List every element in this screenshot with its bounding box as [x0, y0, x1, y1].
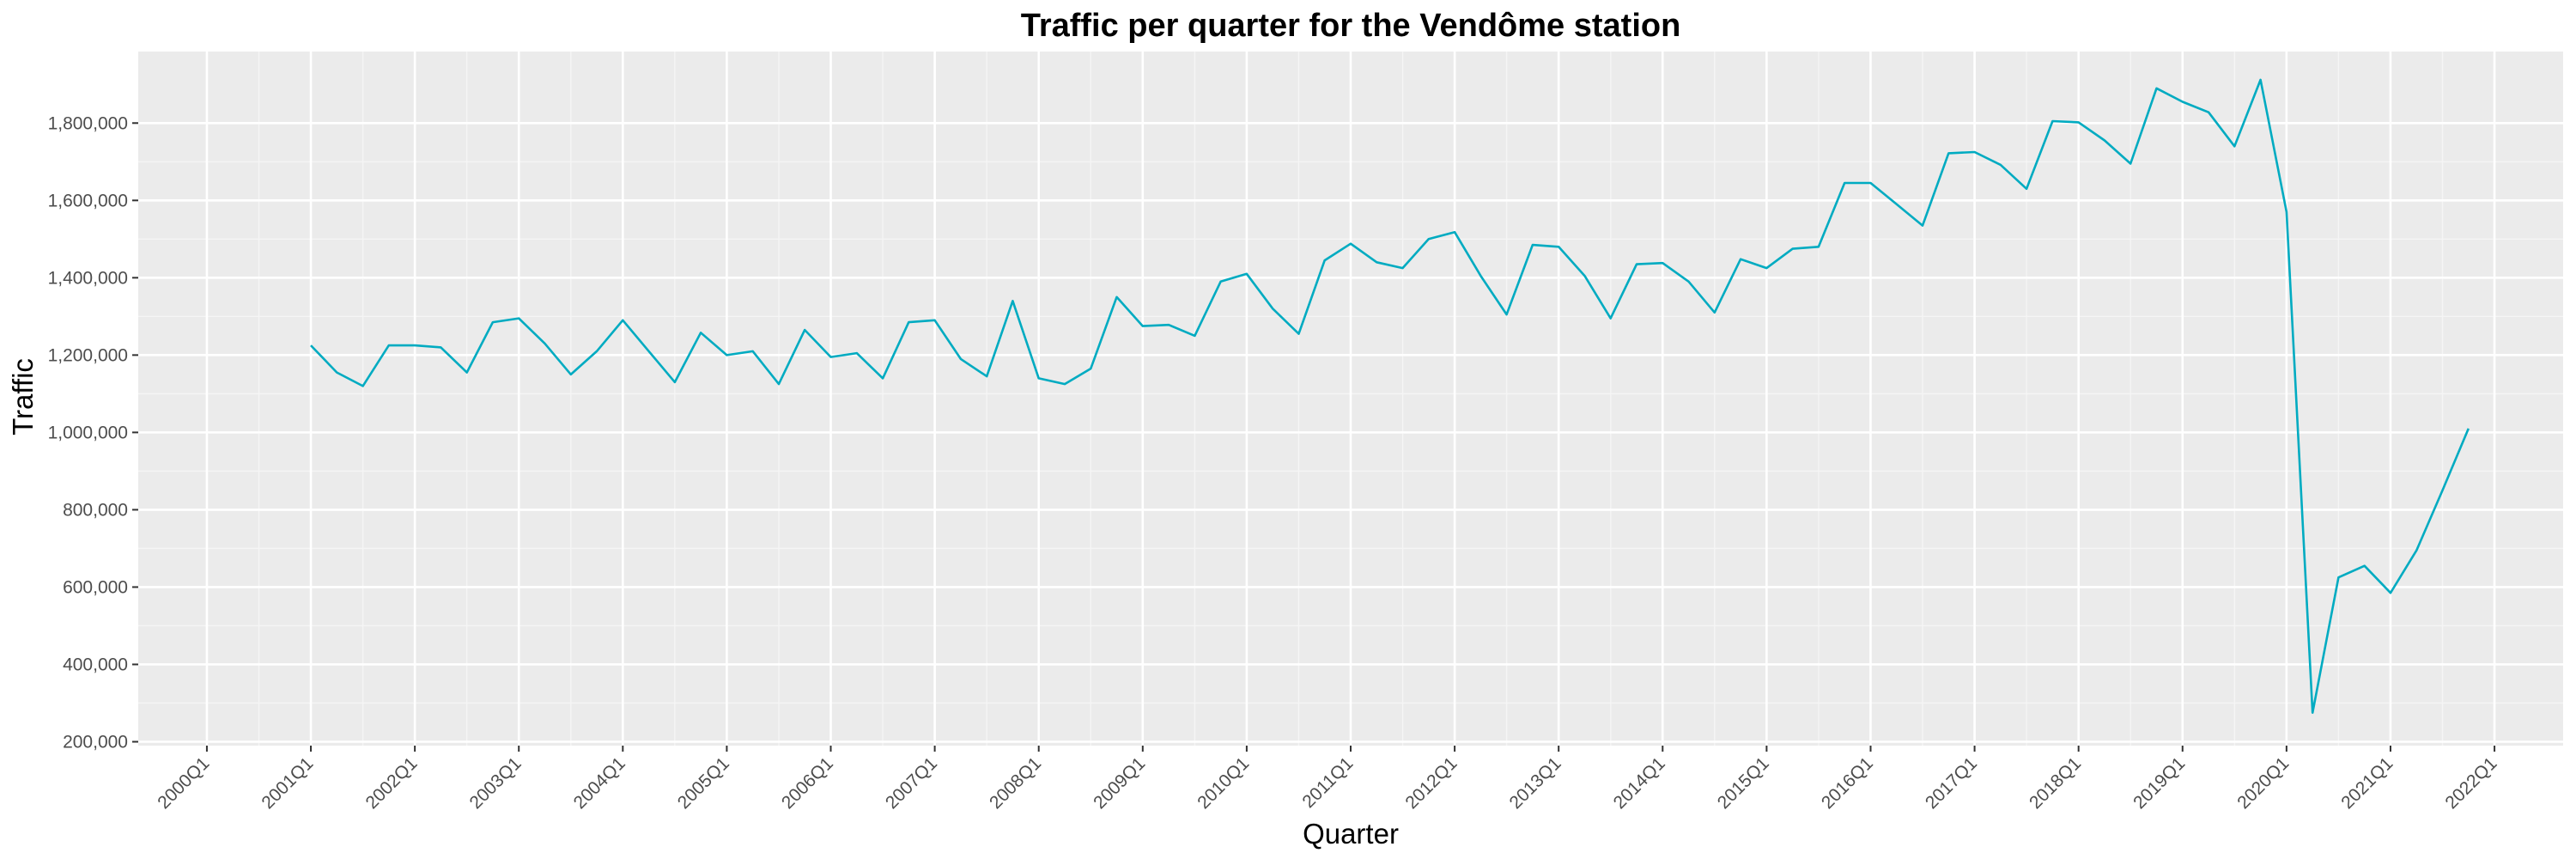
traffic-line [310, 78, 2470, 714]
y-axis-title: Traffic [7, 358, 39, 436]
y-tick-label: 1,600,000 [48, 191, 128, 210]
y-tick-label: 200,000 [63, 732, 128, 752]
y-tick-label: 1,800,000 [48, 113, 128, 133]
y-axis: 200,000 400,000 600,000 800,000 1,000,000 1,2… [48, 113, 138, 752]
y-tick-label: 1,400,000 [48, 268, 128, 288]
y-tick-label: 400,000 [63, 655, 128, 674]
y-tick-label: 1,200,000 [48, 345, 128, 365]
x-axis-title: Quarter [1303, 818, 1399, 850]
y-tick-label: 1,000,000 [48, 423, 128, 442]
y-tick-label: 600,000 [63, 577, 128, 597]
chart-title: Traffic per quarter for the Vendôme stat… [1021, 8, 1681, 44]
y-tick-label: 800,000 [63, 500, 128, 520]
major-gridlines [138, 52, 2563, 746]
